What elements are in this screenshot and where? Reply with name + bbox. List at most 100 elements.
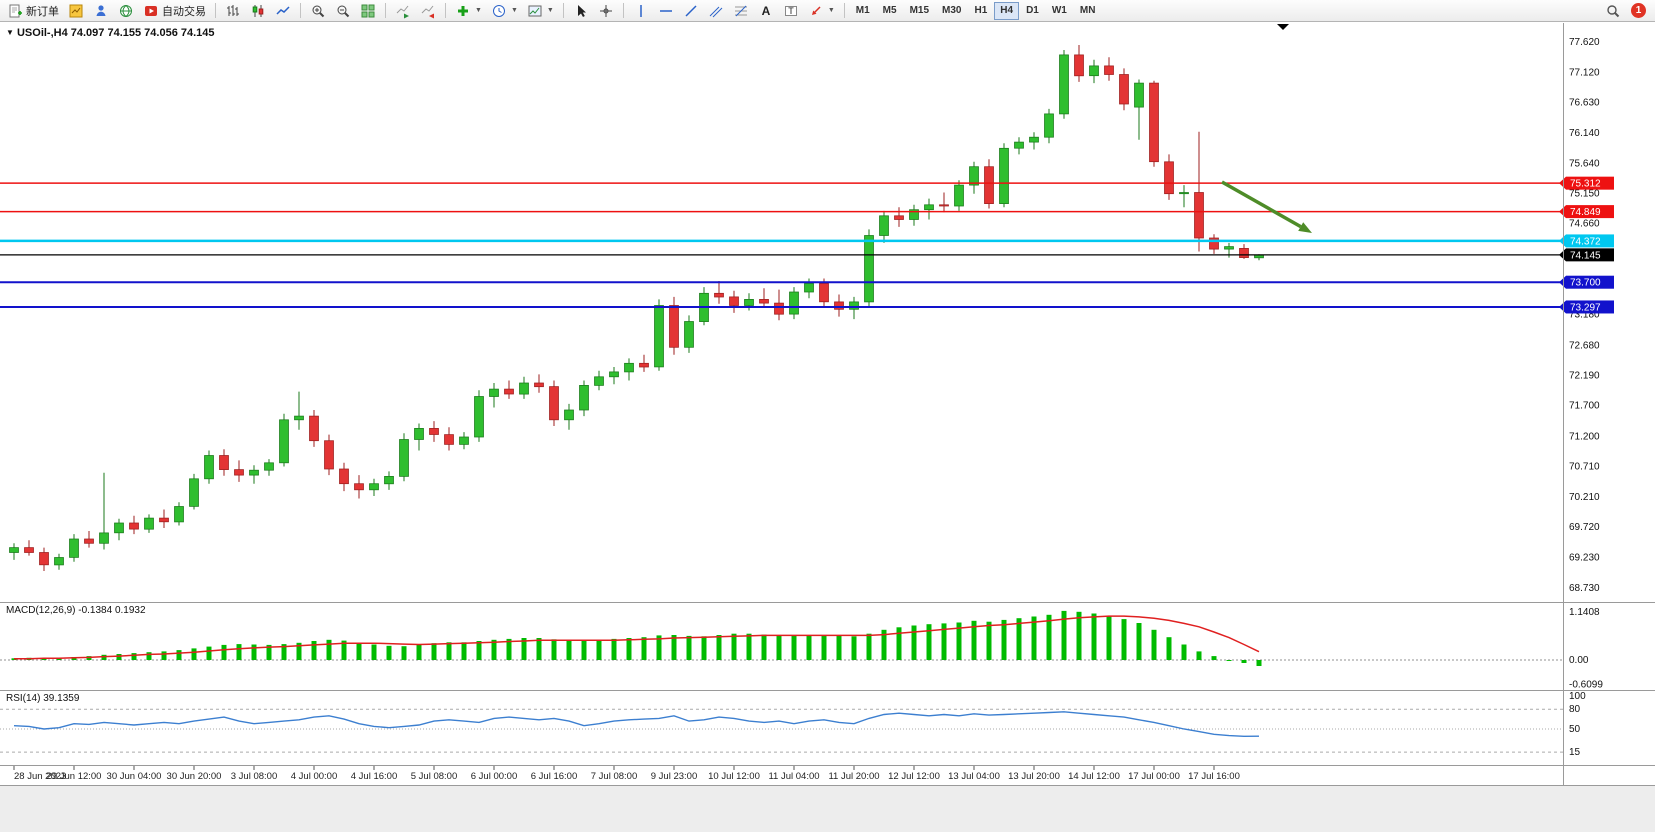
- candle-body: [924, 204, 934, 211]
- tile-windows-button[interactable]: [356, 1, 380, 21]
- macd-histogram-bar: [836, 635, 842, 660]
- macd-histogram-bar: [1001, 619, 1007, 660]
- timeframe-mn[interactable]: MN: [1074, 2, 1102, 20]
- crosshair-icon: [599, 4, 612, 17]
- vertical-line-button[interactable]: [629, 1, 653, 21]
- price-tick-label: 75.640: [1569, 159, 1600, 170]
- add-indicator-icon: [458, 5, 468, 16]
- auto-scroll-button[interactable]: [391, 1, 415, 21]
- candle-body: [744, 299, 754, 306]
- line-chart-icon: [276, 5, 290, 15]
- timeframe-m30[interactable]: M30: [936, 2, 967, 20]
- bar-chart-button[interactable]: [221, 1, 245, 21]
- search-button[interactable]: [1601, 1, 1625, 21]
- fibonacci-button[interactable]: [729, 1, 753, 21]
- candle-body: [519, 382, 529, 395]
- cursor-button[interactable]: [569, 1, 593, 21]
- macd-histogram-bar: [791, 635, 797, 660]
- macd-histogram-bar: [296, 642, 302, 660]
- templates-button[interactable]: ▼: [523, 1, 558, 21]
- scroll-position-marker[interactable]: [1277, 24, 1289, 30]
- candle-body: [1044, 113, 1054, 138]
- crosshair-button[interactable]: [594, 1, 618, 21]
- time-label: 10 Jul 12:00: [708, 771, 760, 782]
- candle-body: [144, 517, 154, 530]
- zoom-in-button[interactable]: [306, 1, 330, 21]
- timeframe-d1[interactable]: D1: [1020, 2, 1045, 20]
- auto-scroll-icon: [396, 5, 409, 18]
- time-label: 3 Jul 08:00: [231, 771, 277, 782]
- chart-background[interactable]: [0, 22, 1655, 786]
- timeframe-h4[interactable]: H4: [994, 1, 1020, 20]
- timeframe-m1[interactable]: M1: [850, 2, 876, 20]
- timeframe-h1[interactable]: H1: [968, 2, 993, 20]
- notification-badge[interactable]: 1: [1631, 3, 1646, 18]
- rsi-scale-label: 100: [1569, 691, 1586, 702]
- navigator-button[interactable]: [89, 1, 113, 21]
- timeframe-m15[interactable]: M15: [904, 2, 935, 20]
- candle-body: [369, 483, 379, 491]
- macd-histogram-bar: [146, 652, 152, 660]
- price-tick-label: 69.230: [1569, 552, 1600, 563]
- candle-body: [339, 468, 349, 485]
- vertical-line-icon: [640, 4, 642, 17]
- trendline-button[interactable]: [679, 1, 703, 21]
- market-watch-button[interactable]: [64, 1, 88, 21]
- timeframe-w1[interactable]: W1: [1046, 2, 1073, 20]
- macd-histogram-bar: [671, 635, 677, 660]
- channel-button[interactable]: [704, 1, 728, 21]
- macd-histogram-bar: [656, 635, 662, 660]
- macd-histogram-bar: [1166, 637, 1172, 660]
- macd-signal-line: [14, 615, 1260, 660]
- macd-histogram-bar: [461, 642, 467, 660]
- macd-histogram-bar: [266, 644, 272, 660]
- macd-histogram-bar: [1031, 616, 1037, 660]
- candle-body: [219, 455, 229, 470]
- autotrading-button[interactable]: 自动交易: [139, 1, 210, 21]
- price-line-label-notch: [1559, 275, 1566, 289]
- candle-body: [309, 415, 319, 442]
- macd-histogram-bar: [881, 629, 887, 660]
- market-watch-icon: [69, 4, 83, 17]
- text-label-button[interactable]: T: [779, 1, 803, 21]
- price-line-label-text: 74.145: [1570, 250, 1601, 261]
- collapse-arrow-icon[interactable]: ▼: [6, 28, 14, 37]
- candle-body: [1119, 74, 1129, 105]
- cursor-arrow-icon: [577, 4, 586, 17]
- price-line-label-notch: [1559, 205, 1566, 219]
- community-button[interactable]: [114, 1, 138, 21]
- candle-body: [54, 557, 64, 566]
- chart-shift-button[interactable]: [416, 1, 440, 21]
- trend-arrow[interactable]: [1221, 180, 1302, 229]
- macd-histogram-bar: [731, 633, 737, 660]
- candle-body: [24, 547, 34, 553]
- candle-body: [534, 382, 544, 388]
- new-order-icon: [9, 4, 22, 17]
- zoom-out-button[interactable]: [331, 1, 355, 21]
- macd-histogram-bar: [1211, 656, 1217, 660]
- clock-icon: [492, 4, 505, 17]
- arrow-object-icon: [811, 5, 821, 15]
- time-label: 13 Jul 20:00: [1008, 771, 1060, 782]
- indicators-button[interactable]: ▼: [451, 1, 486, 21]
- candle-body: [69, 538, 79, 558]
- macd-histogram-bar: [236, 644, 242, 660]
- price-tick-label: 72.680: [1569, 340, 1600, 351]
- new-order-button[interactable]: 新订单: [3, 1, 63, 21]
- candle-body: [489, 388, 499, 397]
- horizontal-line-button[interactable]: [654, 1, 678, 21]
- chevron-down-icon: ▼: [546, 7, 554, 14]
- candle-body: [819, 283, 829, 303]
- rsi-scale-label: 50: [1569, 724, 1581, 735]
- time-label: 28 Jun 2023: [14, 771, 66, 782]
- timeframe-m5[interactable]: M5: [877, 2, 903, 20]
- text-button[interactable]: A: [754, 1, 778, 21]
- macd-histogram-bar: [971, 620, 977, 660]
- periods-button[interactable]: ▼: [487, 1, 522, 21]
- candlestick-chart-button[interactable]: [246, 1, 270, 21]
- arrows-object-button[interactable]: ▼: [804, 1, 839, 21]
- line-chart-button[interactable]: [271, 1, 295, 21]
- candle-body: [324, 440, 334, 470]
- macd-histogram-bar: [686, 635, 692, 660]
